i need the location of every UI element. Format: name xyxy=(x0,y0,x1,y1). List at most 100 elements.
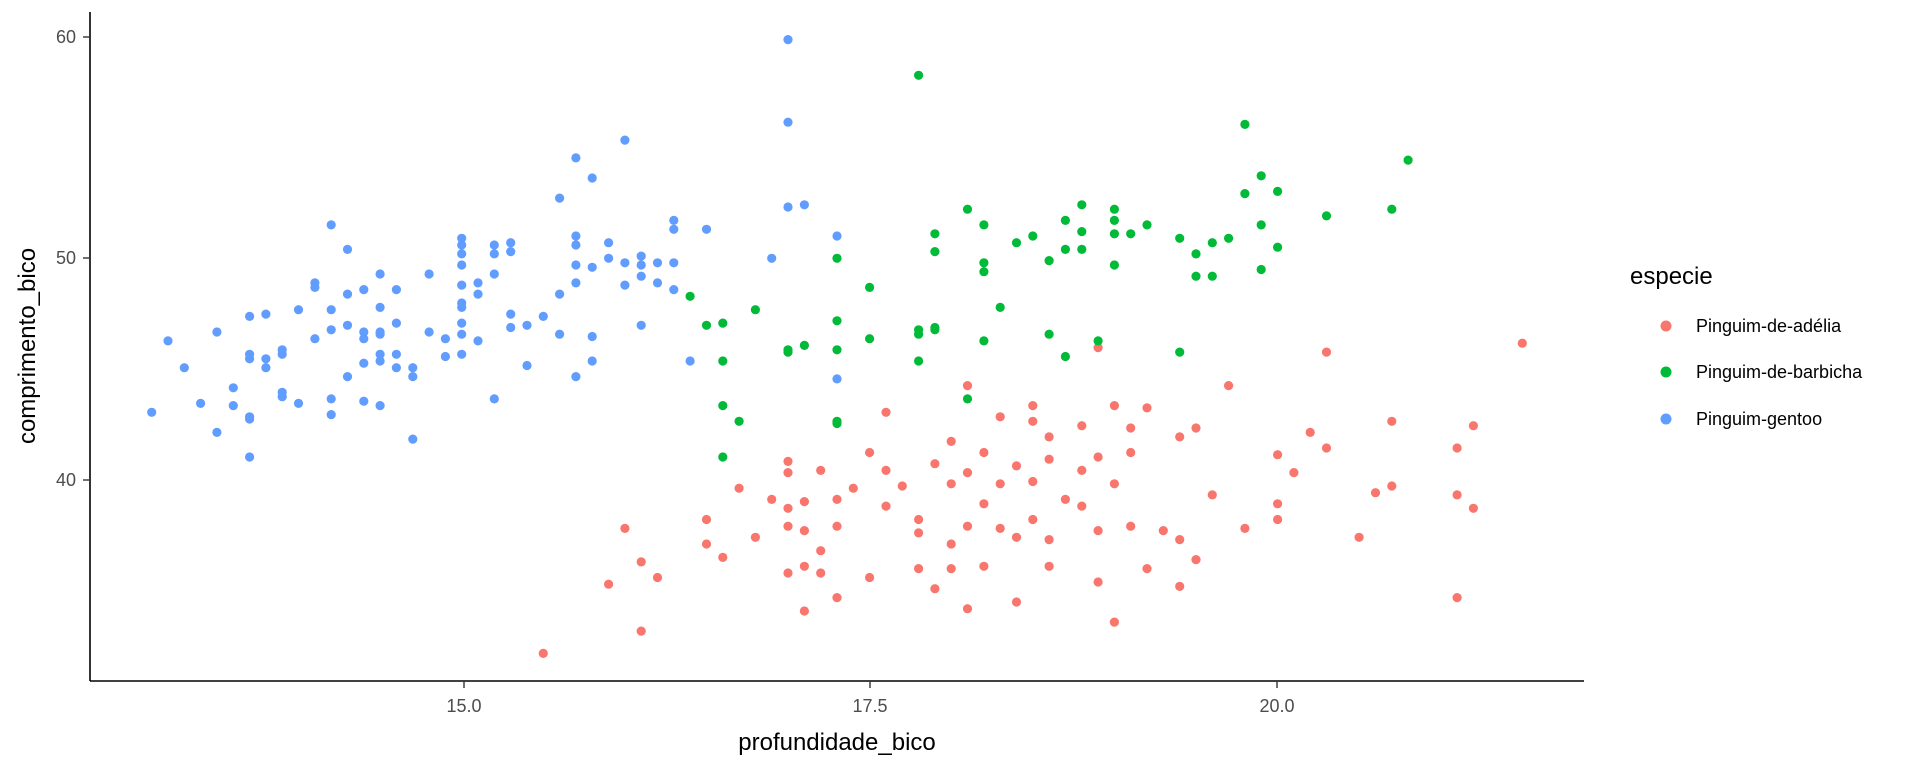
data-point xyxy=(473,289,483,299)
data-point xyxy=(750,305,761,315)
data-point xyxy=(342,244,353,254)
legend-title: especie xyxy=(1630,263,1713,290)
data-point xyxy=(1028,231,1038,241)
data-point xyxy=(1060,215,1070,225)
legend-item-3: Pinguim-gentoo xyxy=(1660,409,1822,429)
data-point xyxy=(1093,336,1103,346)
y-tick-label-2: 50 xyxy=(56,248,76,268)
data-point xyxy=(832,494,842,504)
data-point xyxy=(1109,215,1119,225)
data-point xyxy=(930,229,940,239)
data-point xyxy=(1028,514,1038,525)
data-point xyxy=(799,340,810,350)
data-point xyxy=(701,539,712,549)
data-point xyxy=(571,153,581,163)
data-point xyxy=(1109,401,1119,411)
data-point xyxy=(962,521,973,531)
data-point xyxy=(587,331,597,342)
data-point xyxy=(897,481,907,491)
data-point xyxy=(1240,523,1250,534)
data-point xyxy=(375,269,385,279)
data-point xyxy=(440,351,450,362)
data-point xyxy=(783,568,793,578)
data-point xyxy=(228,383,238,393)
data-point xyxy=(1028,476,1038,487)
data-point xyxy=(1028,401,1038,411)
data-point xyxy=(816,568,826,578)
data-point xyxy=(701,224,712,234)
data-point xyxy=(1093,526,1103,536)
data-point xyxy=(473,278,483,288)
data-point xyxy=(604,253,614,263)
data-point xyxy=(1126,521,1136,531)
data-point xyxy=(1305,427,1315,437)
legend-marker-3 xyxy=(1660,413,1672,425)
data-point xyxy=(832,416,842,426)
data-point xyxy=(1256,220,1266,230)
data-point xyxy=(1044,329,1054,339)
data-point xyxy=(865,282,875,292)
data-point xyxy=(962,394,973,404)
data-point xyxy=(1044,561,1054,571)
series-3 xyxy=(147,35,842,462)
data-point xyxy=(277,392,287,402)
data-point xyxy=(571,260,581,270)
data-point xyxy=(1077,227,1087,237)
data-point xyxy=(1093,343,1103,353)
data-point xyxy=(1126,423,1136,433)
data-point xyxy=(538,311,548,321)
y-tick-1: 40 xyxy=(56,470,90,490)
data-point xyxy=(962,204,973,214)
data-point xyxy=(342,289,353,299)
legend-marker-2 xyxy=(1660,366,1672,378)
data-point xyxy=(326,220,336,230)
data-point xyxy=(652,258,663,268)
data-point xyxy=(1387,416,1397,426)
data-point xyxy=(930,325,940,335)
data-point xyxy=(1011,532,1022,542)
data-point xyxy=(962,468,973,478)
data-point xyxy=(1175,347,1185,357)
data-point xyxy=(489,249,499,259)
data-point xyxy=(946,564,956,574)
data-point xyxy=(946,539,956,549)
data-point xyxy=(799,497,810,507)
data-point xyxy=(1452,490,1462,500)
data-point xyxy=(604,579,614,589)
data-point xyxy=(1321,211,1332,221)
data-point xyxy=(1109,229,1119,239)
data-point xyxy=(326,325,336,335)
data-point xyxy=(914,528,924,538)
data-point xyxy=(962,604,973,614)
data-point xyxy=(620,258,630,268)
data-point xyxy=(1468,503,1478,513)
data-point xyxy=(408,372,418,382)
data-point xyxy=(1175,233,1185,243)
data-point xyxy=(636,251,646,261)
data-point xyxy=(375,302,385,312)
data-point xyxy=(669,258,679,268)
data-point xyxy=(359,285,369,295)
data-point xyxy=(489,240,499,250)
data-point xyxy=(1224,233,1234,243)
data-point xyxy=(799,606,810,616)
data-point xyxy=(995,523,1005,534)
data-point xyxy=(1240,119,1250,129)
data-point xyxy=(1109,260,1119,270)
data-point xyxy=(538,648,548,659)
data-point xyxy=(636,271,646,281)
data-point xyxy=(1126,229,1136,239)
data-point xyxy=(881,465,891,475)
data-point xyxy=(1387,481,1397,491)
data-point xyxy=(1175,581,1185,592)
data-point xyxy=(1273,450,1283,460)
legend-marker-1 xyxy=(1660,320,1672,332)
data-point xyxy=(1191,555,1201,565)
data-point xyxy=(1175,432,1185,442)
y-tick-label-3: 60 xyxy=(56,27,76,47)
data-point xyxy=(1011,461,1022,471)
data-point xyxy=(555,289,565,299)
data-point xyxy=(359,334,369,344)
data-point xyxy=(1109,617,1119,627)
data-point xyxy=(652,572,663,583)
